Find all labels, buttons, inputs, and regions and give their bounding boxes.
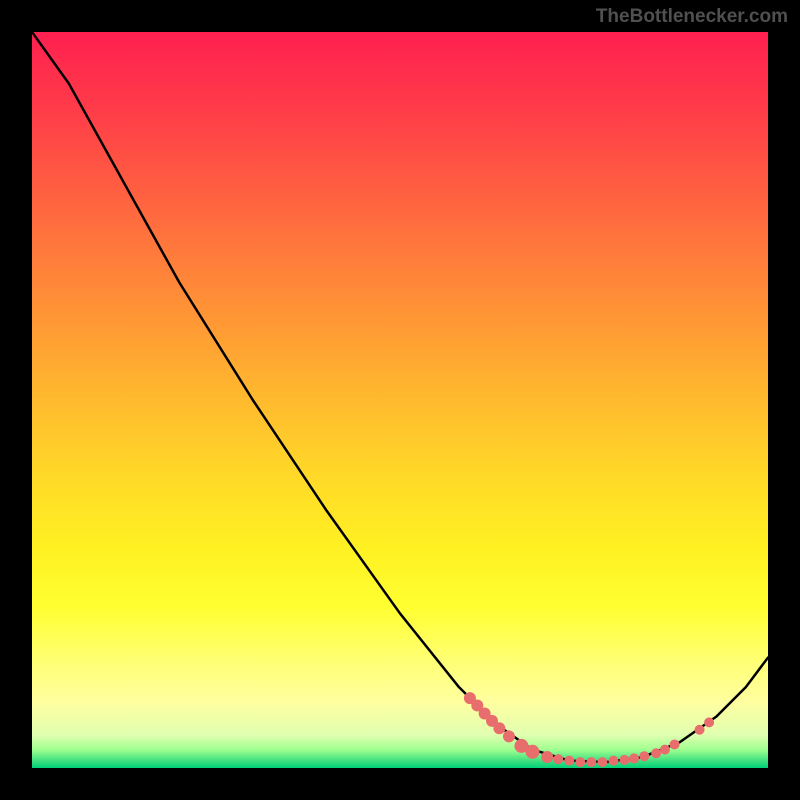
data-marker <box>651 748 661 758</box>
data-marker <box>629 753 639 763</box>
data-marker <box>639 751 649 761</box>
data-marker <box>503 730 515 742</box>
plot-area <box>32 32 768 768</box>
data-marker <box>541 751 553 763</box>
data-marker <box>575 757 585 767</box>
data-marker <box>493 722 505 734</box>
chart-container: TheBottlenecker.com <box>0 0 800 800</box>
data-marker <box>553 754 563 764</box>
data-marker <box>525 745 539 759</box>
watermark-text: TheBottlenecker.com <box>596 6 788 28</box>
data-marker <box>660 745 670 755</box>
data-marker <box>670 739 680 749</box>
data-marker <box>619 755 629 765</box>
data-marker <box>586 757 596 767</box>
chart-svg <box>32 32 768 768</box>
gradient-background <box>32 32 768 768</box>
data-marker <box>695 725 705 735</box>
data-marker <box>608 756 618 766</box>
data-marker <box>564 756 574 766</box>
data-marker <box>704 717 714 727</box>
data-marker <box>597 757 607 767</box>
